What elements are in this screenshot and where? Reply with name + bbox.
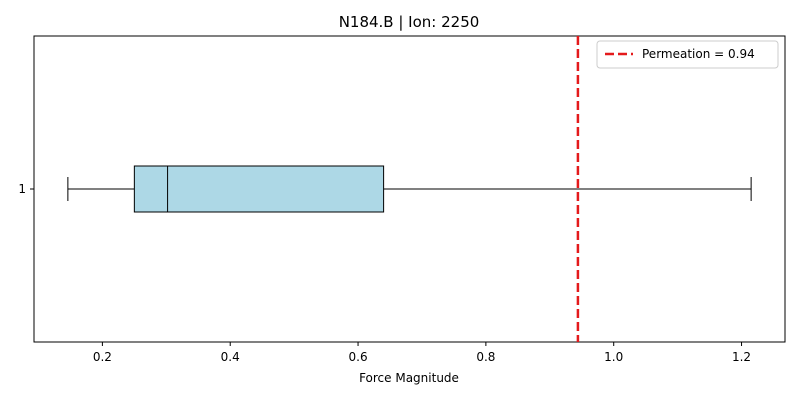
chart-title: N184.B | Ion: 2250 (339, 13, 480, 31)
x-tick-label: 1.0 (604, 350, 623, 364)
x-tick-label: 0.6 (349, 350, 368, 364)
legend: Permeation = 0.94 (596, 40, 779, 69)
y-tick-label: 1 (18, 182, 26, 196)
x-tick-label: 0.2 (93, 350, 112, 364)
legend-frame (596, 40, 779, 69)
x-axis-title: Force Magnitude (359, 371, 459, 385)
x-tick-label: 0.8 (476, 350, 495, 364)
x-tick-label: 1.2 (732, 350, 751, 364)
y-axis: 1 (18, 182, 34, 196)
legend-label: Permeation = 0.94 (642, 47, 755, 61)
x-axis: 0.2 0.4 0.6 0.8 1.0 1.2 (93, 342, 751, 364)
boxplot-series (67, 165, 752, 213)
iqr-box (133, 165, 385, 213)
x-tick-label: 0.4 (221, 350, 240, 364)
